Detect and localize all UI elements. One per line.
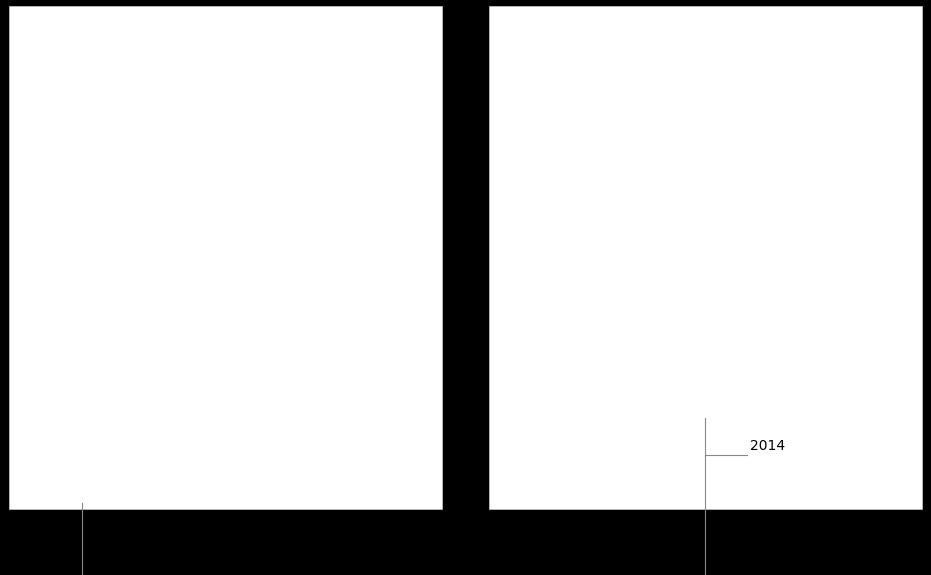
Title: Annual growth: Annual growth <box>651 11 782 29</box>
Bar <box>258 209 309 419</box>
Bar <box>831 240 883 419</box>
Text: 2014: 2014 <box>750 439 785 453</box>
X-axis label: 2014: 2014 <box>696 446 735 461</box>
Ellipse shape <box>59 474 105 499</box>
FancyBboxPatch shape <box>510 472 900 501</box>
Bar <box>164 152 215 419</box>
Bar <box>643 240 695 419</box>
FancyBboxPatch shape <box>31 472 421 501</box>
Bar <box>352 102 403 419</box>
Title: Annual growth: Annual growth <box>171 11 303 29</box>
Bar <box>70 285 122 419</box>
Bar <box>549 329 601 419</box>
Ellipse shape <box>681 474 729 499</box>
X-axis label: 2013: 2013 <box>217 446 256 461</box>
Bar <box>737 63 789 419</box>
